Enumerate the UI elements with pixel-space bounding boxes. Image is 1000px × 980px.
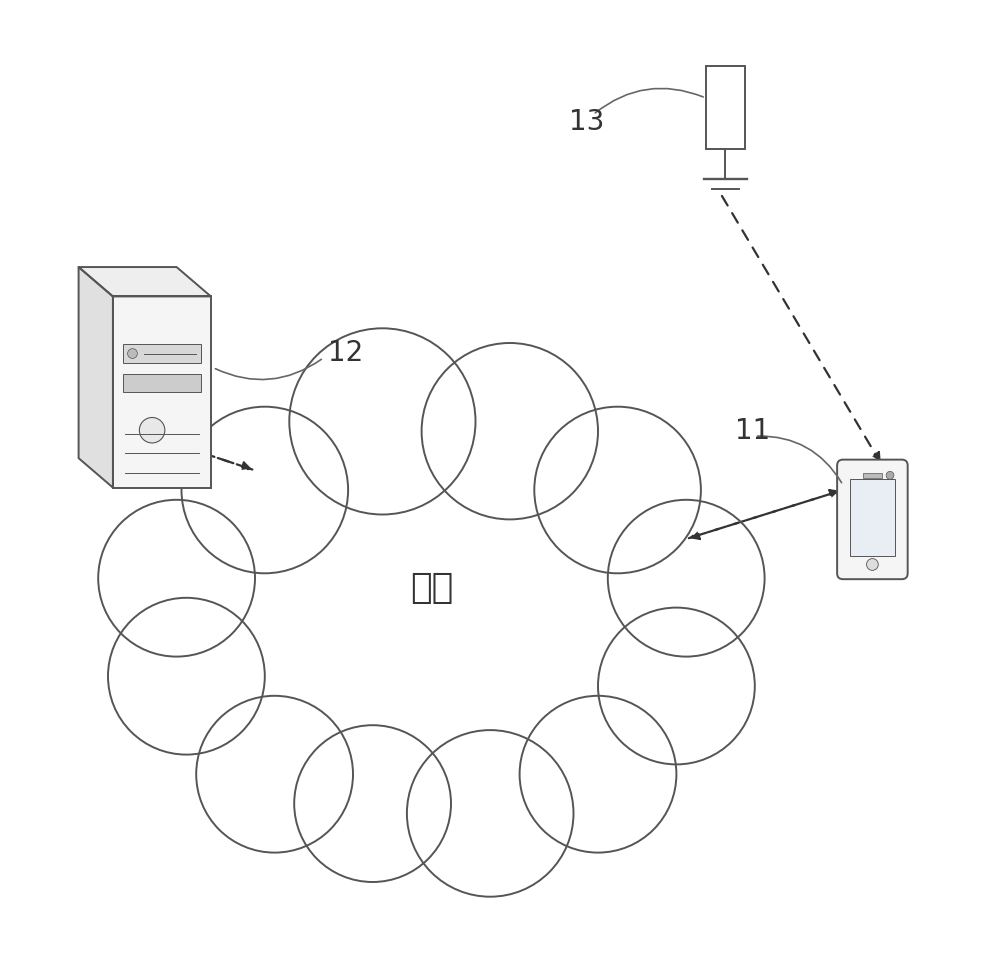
- Circle shape: [407, 730, 574, 897]
- Text: 13: 13: [569, 109, 604, 136]
- Bar: [706, 67, 745, 149]
- Circle shape: [534, 407, 701, 573]
- Ellipse shape: [177, 421, 686, 794]
- FancyArrowPatch shape: [595, 88, 703, 113]
- FancyArrowPatch shape: [215, 360, 321, 379]
- Text: 11: 11: [735, 417, 770, 445]
- Circle shape: [108, 598, 265, 755]
- Polygon shape: [79, 267, 211, 296]
- Circle shape: [886, 471, 894, 479]
- Bar: [850, 479, 895, 556]
- FancyArrowPatch shape: [758, 436, 842, 483]
- Circle shape: [196, 696, 353, 853]
- Bar: [113, 296, 211, 488]
- Circle shape: [422, 343, 598, 519]
- Circle shape: [139, 417, 165, 443]
- Text: 网络: 网络: [410, 571, 453, 605]
- Circle shape: [520, 696, 676, 853]
- Circle shape: [181, 407, 348, 573]
- Circle shape: [98, 500, 255, 657]
- Bar: [123, 374, 201, 392]
- Bar: [863, 473, 882, 478]
- Circle shape: [128, 349, 137, 359]
- Bar: [123, 344, 201, 364]
- Polygon shape: [79, 267, 113, 488]
- Circle shape: [608, 500, 765, 657]
- Circle shape: [294, 725, 451, 882]
- Circle shape: [867, 559, 878, 570]
- Text: 12: 12: [328, 339, 364, 367]
- Circle shape: [598, 608, 755, 764]
- FancyBboxPatch shape: [837, 460, 908, 579]
- Circle shape: [289, 328, 476, 514]
